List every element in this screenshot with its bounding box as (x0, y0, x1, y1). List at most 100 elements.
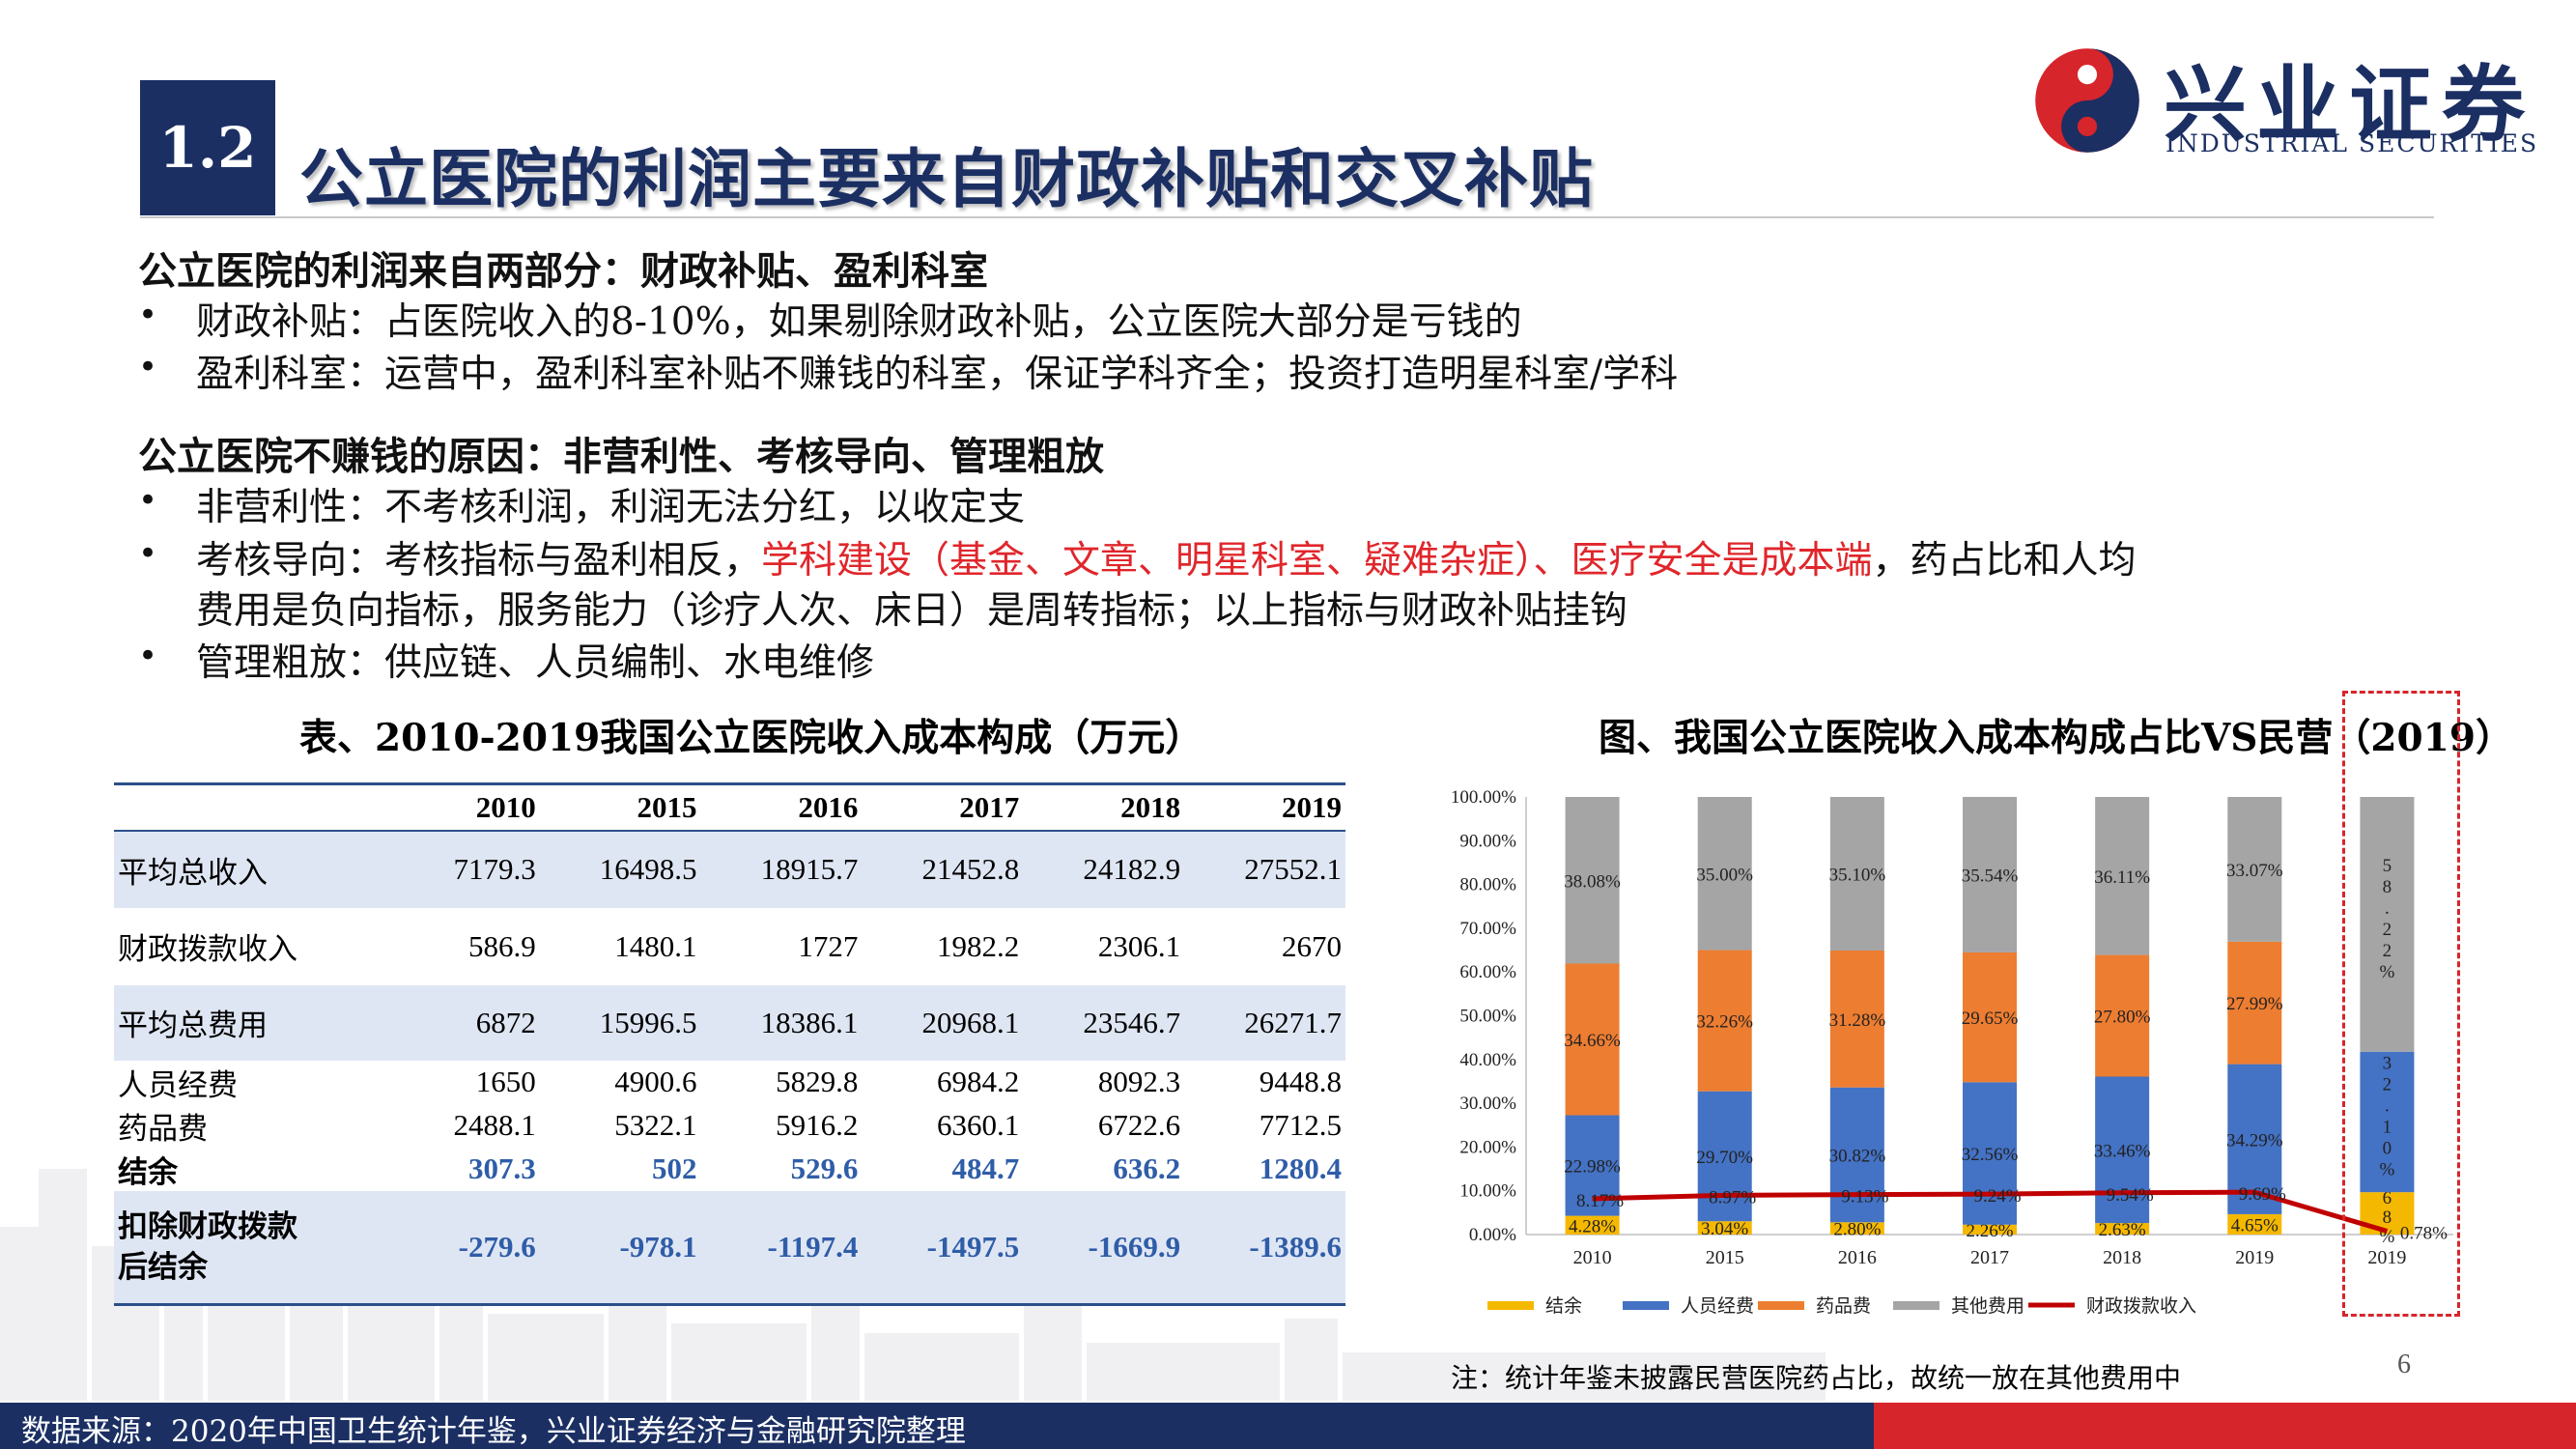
y-tick-label: 50.00% (1459, 1007, 1516, 1027)
table-cell: -279.6 (458, 1229, 536, 1264)
data-label: 3.04% (1701, 1219, 1748, 1239)
bullet-fiscal-subsidy: 财政补贴：占医院收入的8-10%，如果剔除财政补贴，公立医院大部分是亏钱的 (196, 300, 1522, 344)
table-cell: 1727 (798, 928, 859, 963)
table-header-row: 2010 2015 2016 2017 2018 2019 (114, 783, 1345, 831)
table-cell: 21452.8 (921, 852, 1020, 886)
y-tick-label: 40.00% (1459, 1050, 1516, 1070)
x-tick-label: 2015 (1706, 1247, 1744, 1268)
table-cell: 1280.4 (1259, 1151, 1342, 1185)
table-cell: 23546.7 (1083, 1005, 1181, 1039)
line-data-label: 9.54% (2107, 1185, 2154, 1206)
bar-segment (2227, 797, 2282, 942)
line-data-label: 9.13% (1841, 1187, 1888, 1208)
data-label: 31.28% (1829, 1010, 1886, 1031)
table-header-cell: 2015 (637, 789, 697, 824)
y-tick-label: 80.00% (1459, 875, 1516, 895)
footer-red-band (1874, 1403, 2576, 1449)
data-label: 33.46% (2094, 1141, 2151, 1161)
x-tick-label: 2019 (2235, 1247, 2274, 1268)
footer-blue-band (0, 1403, 1874, 1449)
data-label: 22.98% (1564, 1157, 1621, 1178)
y-tick-label: 100.00% (1451, 787, 1516, 808)
assessment-text-pre: 考核导向：考核指标与盈利相反， (196, 539, 762, 582)
y-tick-label: 0.00% (1469, 1225, 1516, 1245)
table-cell: 5916.2 (776, 1108, 859, 1142)
y-tick-label: 60.00% (1459, 962, 1516, 982)
data-label: 4.65% (2231, 1215, 2279, 1236)
table-cell: 20968.1 (921, 1005, 1020, 1039)
bullet-management: 管理粗放：供应链、人员编制、水电维修 (196, 641, 875, 685)
line-data-label: 0.78% (2400, 1223, 2448, 1243)
table-cell: 5322.1 (614, 1108, 697, 1142)
table-cell: 8092.3 (1097, 1065, 1181, 1098)
row-label-line1: 扣除财政拨款 (118, 1208, 297, 1244)
table-caption: 表、2010-2019我国公立医院收入成本构成（万元） (299, 716, 1203, 760)
section-number-box: 1.2 (140, 80, 275, 215)
bar-segment (1829, 1222, 1884, 1235)
stacked-bar-chart: 0.00% 10.00% 20.00% 30.00% 40.00% 50.00% 60.00… (1451, 787, 2453, 1317)
table-cell: 2488.1 (453, 1108, 536, 1142)
table-cell: 18386.1 (760, 1005, 859, 1039)
table-cell: 6360.1 (936, 1108, 1020, 1142)
bar-segment (1697, 950, 1752, 1092)
bar-segment (1565, 1215, 1620, 1235)
row-label: 结余 (118, 1154, 178, 1190)
bullet-dot: • (138, 534, 158, 573)
bar-segment (1963, 796, 2017, 952)
bar-segment (1697, 1221, 1752, 1235)
bullet-dot: • (138, 481, 158, 520)
table-cell: -1497.5 (926, 1229, 1020, 1264)
table-cell: 7179.3 (453, 852, 536, 886)
x-tick-label: 2010 (1573, 1247, 1612, 1268)
line-data-label: 9.69% (2239, 1184, 2286, 1205)
data-label: 35.00% (1696, 865, 1753, 885)
table-cell: 27552.1 (1244, 852, 1342, 886)
x-tick-label: 2019 (2367, 1247, 2406, 1268)
bar-segment (1697, 797, 1752, 951)
bar-segment (2360, 797, 2415, 1052)
table-cell: 6722.6 (1097, 1108, 1181, 1142)
bar-segment (2227, 1213, 2282, 1235)
bullet-profit-departments: 盈利科室：运营中，盈利科室补贴不赚钱的科室，保证学科齐全；投资打造明星科室/学科 (196, 353, 1679, 396)
data-label: 33.07% (2226, 861, 2283, 881)
table-row: 平均总费用 6872 15996.5 18386.1 20968.1 23546… (114, 984, 1345, 1061)
data-label: 29.70% (1696, 1148, 1753, 1168)
data-label: 3 2. 1 0% (2380, 1053, 2395, 1179)
table-header-cell: 2019 (1282, 789, 1342, 824)
legend-swatch (1758, 1301, 1804, 1310)
table-cell: 15996.5 (599, 1005, 697, 1039)
data-label: 38.08% (1564, 871, 1621, 892)
data-label: 2.26% (1966, 1221, 2013, 1241)
bar-segment (2227, 1064, 2282, 1214)
legend-swatch (1623, 1301, 1669, 1310)
logo-text-cn: 兴业证券 (2164, 56, 2534, 154)
legend-swatch (1893, 1301, 1939, 1310)
table-cell: -1197.4 (767, 1229, 859, 1264)
legend-label: 结余 (1545, 1295, 1582, 1317)
table-row: 财政拨款收入 586.9 1480.1 1727 1982.2 2306.1 2… (114, 908, 1345, 985)
logo-text-en: INDUSTRIAL SECURITIES (2166, 129, 2539, 157)
bar-segment (2095, 954, 2150, 1077)
table-header-cell: 2010 (475, 789, 536, 824)
row-label: 平均总收入 (118, 855, 268, 891)
bullet-assessment: 考核导向：考核指标与盈利相反，学科建设（基金、文章、明星科室、疑难杂症）、医疗安… (196, 530, 2137, 584)
row-label-line2: 后结余 (118, 1249, 208, 1285)
data-label: 27.99% (2226, 994, 2283, 1014)
bullet-dot: • (138, 637, 158, 675)
page-number: 6 (2397, 1350, 2411, 1379)
table-cell: 16498.5 (599, 852, 697, 886)
data-label: 5 8. 2 2% (2380, 856, 2395, 982)
data-label: 2.80% (1833, 1220, 1881, 1240)
footer-bar: 数据来源：2020年中国卫生统计年鉴，兴业证券经济与金融研究院整理 (0, 1403, 2576, 1449)
bar-segment (1963, 1224, 2017, 1235)
line-data-label: 9.24% (1973, 1186, 2021, 1207)
section-number: 1.2 (158, 115, 257, 181)
bar-segment (1697, 1091, 1752, 1222)
table-row-surplus: 结余 307.3 502 529.6 484.7 636.2 1280.4 (114, 1148, 1345, 1191)
data-label: 2.63% (2099, 1220, 2146, 1240)
data-label: 32.56% (1962, 1145, 2019, 1165)
bar-segment (1963, 952, 2017, 1083)
bullet-assessment-line2: 费用是负向指标，服务能力（诊疗人次、床日）是周转指标；以上指标与财政补贴挂钩 (196, 589, 1628, 633)
bullet-dot: • (138, 348, 158, 386)
data-label: 35.54% (1962, 866, 2019, 886)
